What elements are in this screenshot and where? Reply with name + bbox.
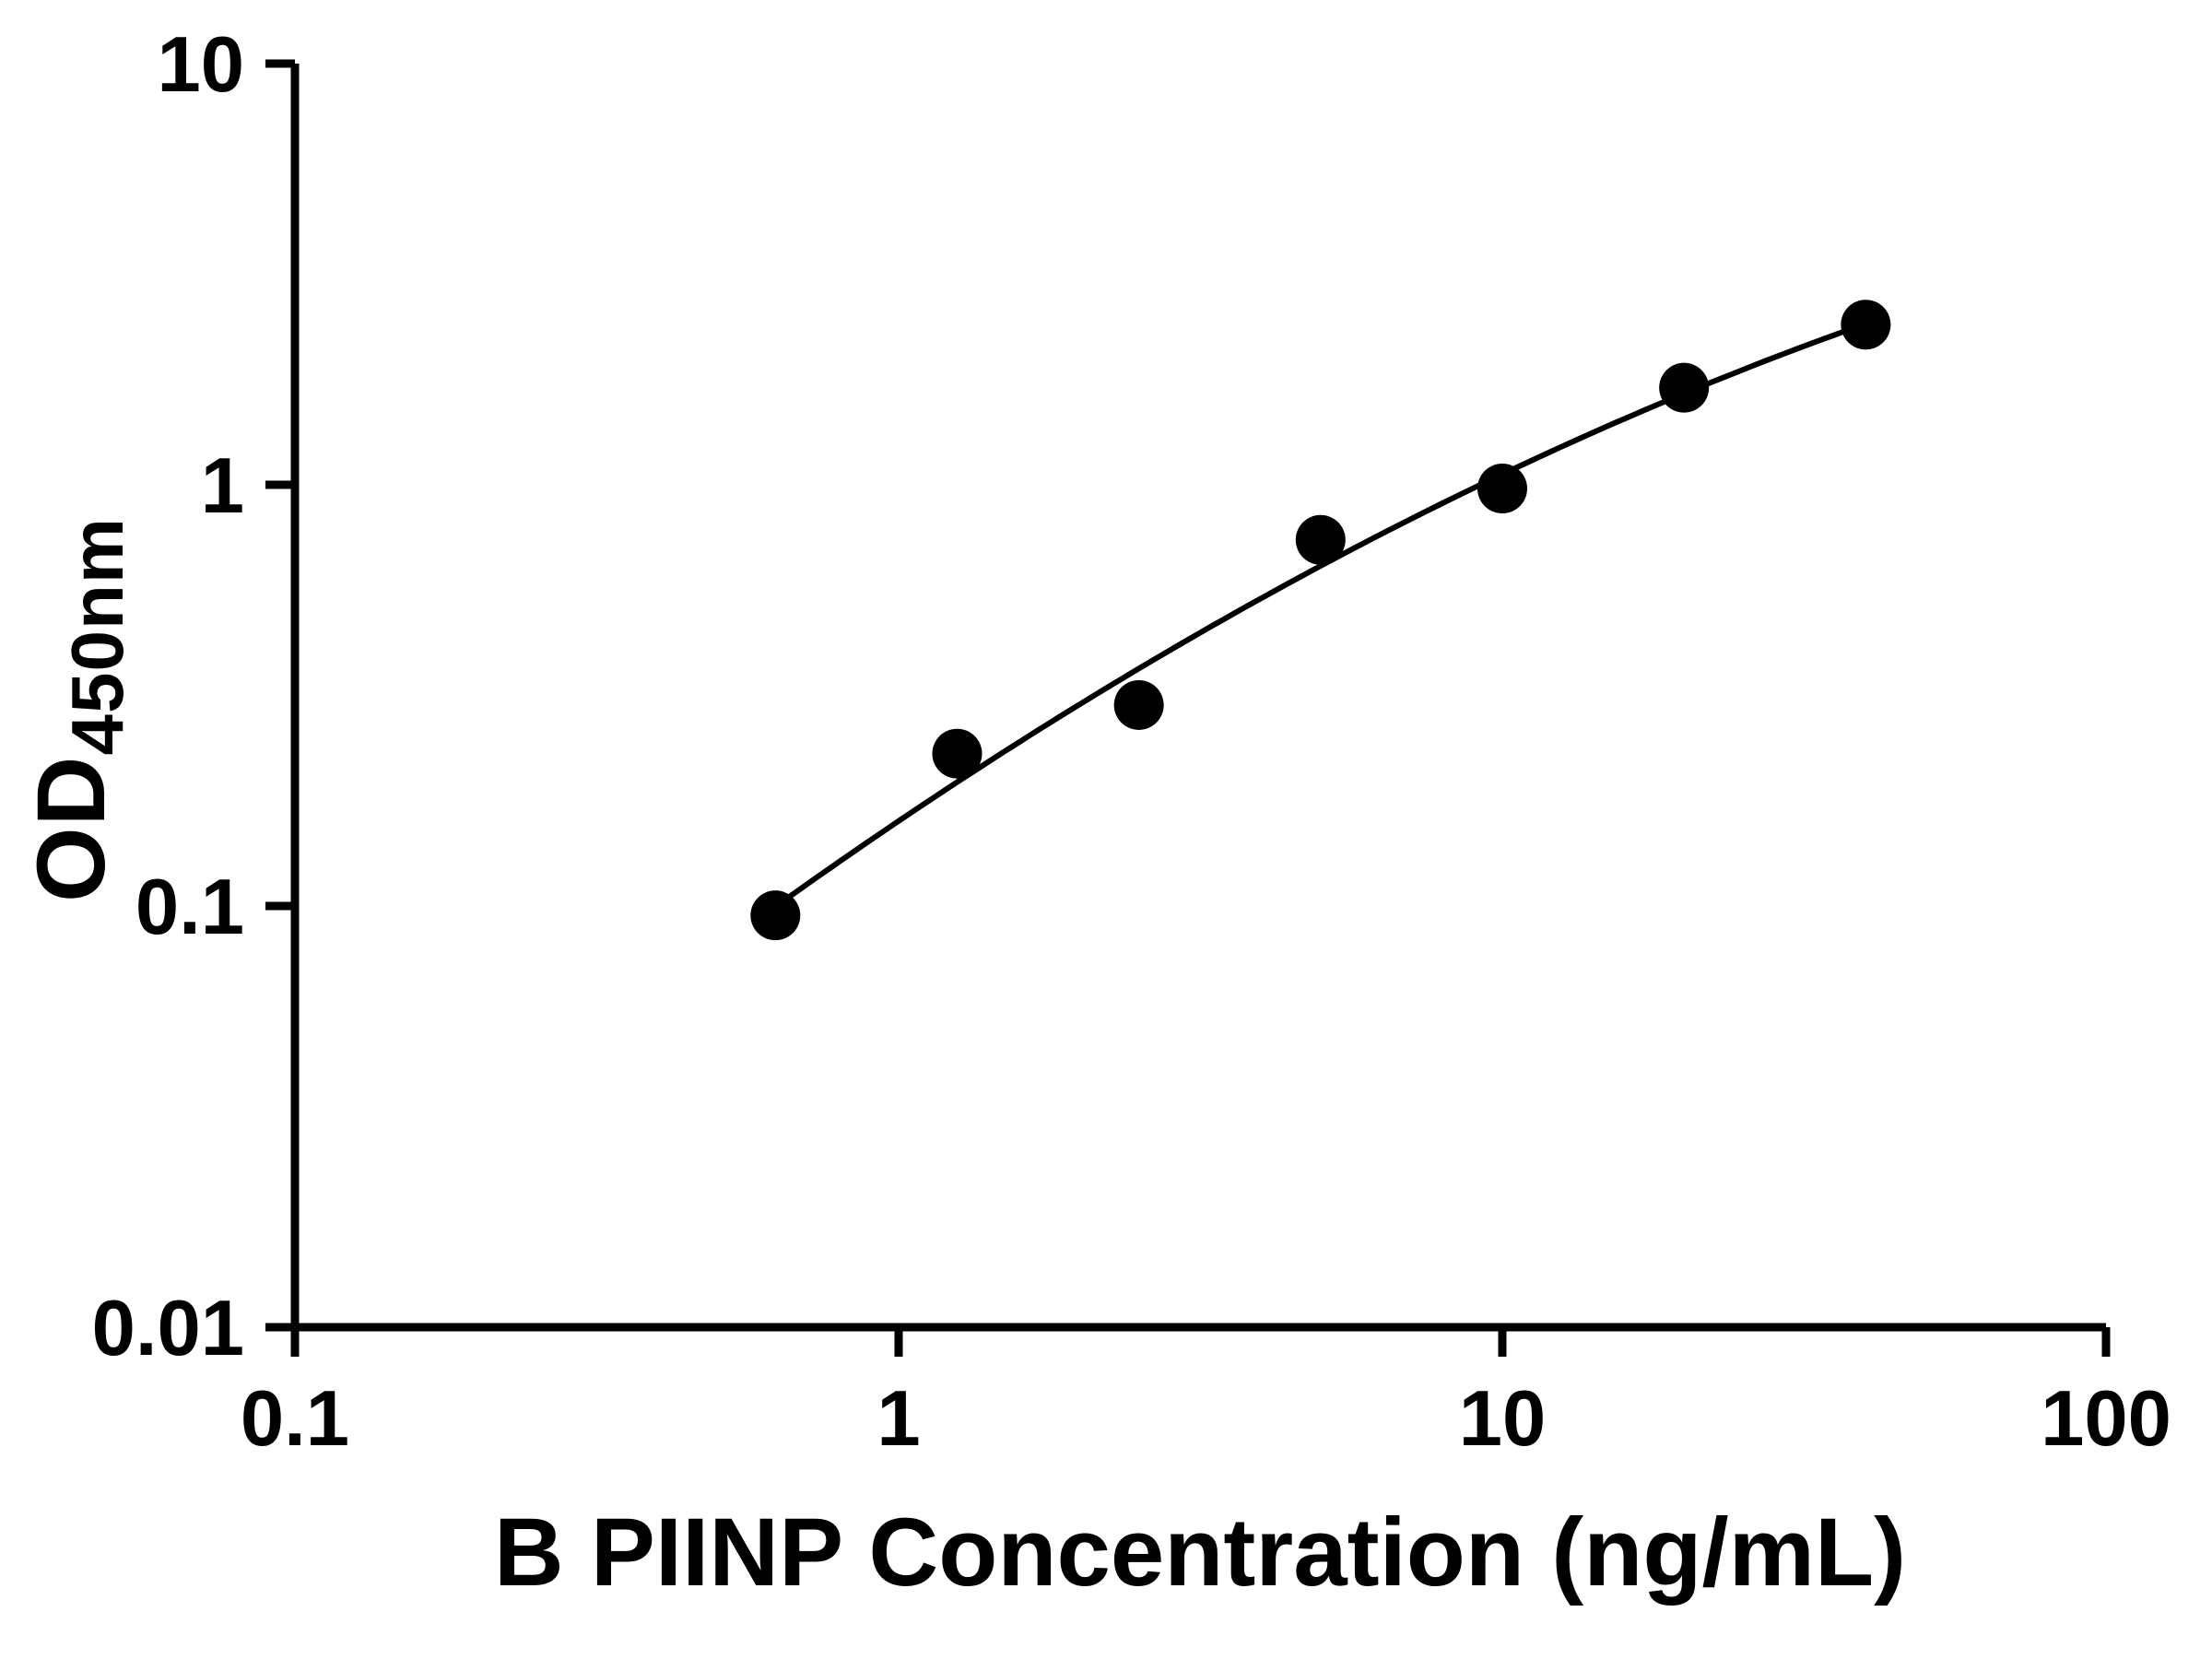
data-point <box>750 890 801 941</box>
data-point <box>1659 362 1710 413</box>
x-tick-label: 0.1 <box>241 1375 349 1463</box>
y-tick-label: 10 <box>157 21 244 109</box>
data-point <box>1295 514 1346 565</box>
data-point <box>1841 300 1891 350</box>
data-point <box>1113 679 1164 730</box>
fit-curve <box>772 321 1869 910</box>
data-point <box>1477 464 1527 514</box>
y-axis-title-sub: 450nm <box>56 517 138 756</box>
x-tick-label: 100 <box>2041 1375 2171 1463</box>
y-tick-label: 0.1 <box>135 864 244 951</box>
data-point <box>932 728 982 779</box>
x-tick-label: 10 <box>1459 1375 1547 1463</box>
y-tick-label: 1 <box>201 442 244 530</box>
x-axis-title: B PIINP Concentration (ng/mL) <box>493 1499 1907 1606</box>
y-axis-title-main: OD <box>18 755 125 902</box>
x-tick-label: 1 <box>877 1375 920 1463</box>
y-tick-label: 0.01 <box>92 1285 244 1372</box>
y-axis-title: OD450nm <box>17 517 140 902</box>
